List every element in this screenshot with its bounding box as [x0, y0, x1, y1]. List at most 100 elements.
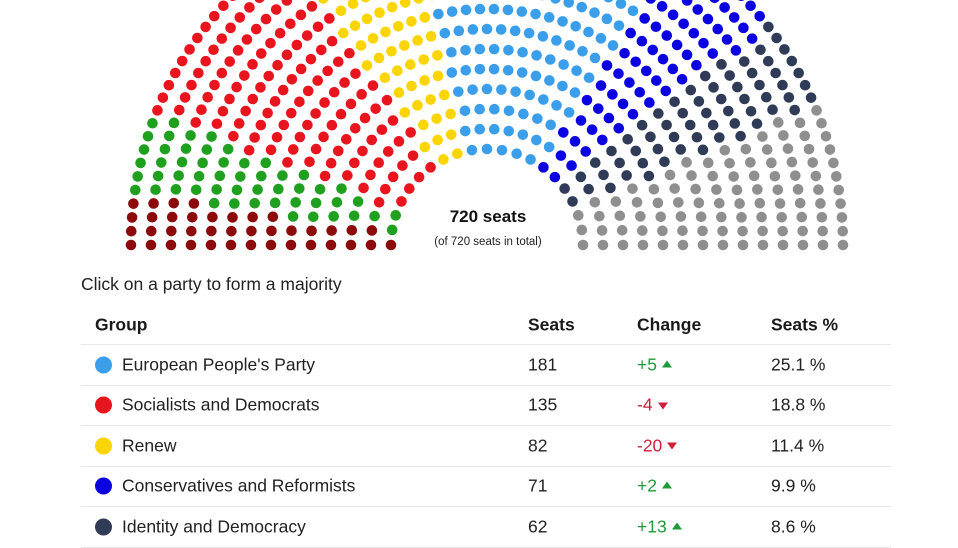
seat-dot [255, 82, 266, 93]
seat-dot [252, 184, 263, 195]
seat-dot [532, 113, 543, 124]
majority-instruction: Click on a party to form a majority [81, 274, 342, 295]
party-change: -20 [637, 435, 677, 456]
seat-dot [147, 212, 158, 223]
seat-dot [563, 0, 574, 8]
seat-dot [346, 99, 357, 110]
seat-dot [496, 24, 507, 35]
seat-dot [685, 120, 696, 131]
seat-dot [368, 80, 379, 91]
seat-dot [128, 198, 139, 209]
seat-dot [712, 24, 723, 35]
triangle-down-icon [658, 402, 668, 409]
seat-dot [738, 23, 749, 34]
seat-dot [344, 48, 355, 59]
seat-dot [724, 158, 735, 169]
seat-dot [320, 171, 331, 182]
seat-dot [139, 144, 150, 155]
seat-dot [657, 1, 668, 12]
seat-dot [763, 22, 774, 33]
seat-dot [583, 184, 594, 195]
seat-dot [517, 6, 528, 17]
seat-dot [735, 131, 746, 142]
seat-dot [779, 44, 790, 55]
seat-dot [770, 171, 781, 182]
seat-dot [682, 0, 693, 6]
seat-dot [696, 212, 707, 223]
seat-dot [360, 0, 371, 3]
seat-dot [339, 77, 350, 88]
seat-dot [732, 82, 743, 93]
seat-dot [380, 184, 391, 195]
seat-dot [336, 109, 347, 120]
party-change-value: +5 [637, 354, 657, 375]
seat-dot [277, 170, 288, 181]
seat-dot [630, 56, 641, 67]
seat-dot [224, 56, 235, 67]
seat-dot [708, 120, 719, 131]
seat-dot [418, 120, 429, 131]
seat-dot [545, 120, 556, 131]
seat-dot [194, 171, 205, 182]
seat-dot [665, 170, 676, 181]
seat-dot [729, 118, 740, 129]
seat-dot [275, 28, 286, 39]
seat-dot [396, 196, 407, 207]
seat-dot [614, 20, 625, 31]
seat-dot [717, 226, 728, 237]
seat-dot [467, 84, 478, 95]
triangle-up-icon [672, 522, 682, 529]
seat-total-subtitle: (of 720 seats in total) [370, 236, 606, 248]
seat-dot [503, 45, 514, 56]
seat-dot [503, 65, 514, 76]
seat-dot [353, 196, 364, 207]
seat-dot [475, 4, 486, 15]
seat-dot [799, 131, 810, 142]
seat-dot [604, 113, 615, 124]
seat-dot [393, 21, 404, 32]
seat-dot [669, 132, 680, 143]
seat-dot [613, 123, 624, 134]
seat-dot [426, 31, 437, 42]
seat-dot [763, 56, 774, 67]
seat-dot [614, 158, 625, 169]
seat-dot [813, 184, 824, 195]
seat-dot [400, 107, 411, 118]
seat-dot [703, 14, 714, 25]
seat-dot [460, 126, 471, 137]
seat-dot [212, 118, 223, 129]
seat-dot [185, 130, 196, 141]
seat-dot [247, 59, 258, 70]
seat-dot [240, 106, 251, 117]
seat-dot [217, 68, 228, 79]
seat-dot [377, 124, 388, 135]
seat-dot [489, 44, 500, 55]
seat-dot [211, 184, 222, 195]
seat-dot [482, 24, 493, 35]
seat-dot [496, 84, 507, 95]
seat-dot [327, 36, 338, 47]
seat-dot [350, 68, 361, 79]
seat-dot [736, 212, 747, 223]
seat-dot [833, 185, 844, 196]
seat-dot [306, 54, 317, 65]
triangle-up-icon [662, 482, 672, 489]
seat-dot [690, 184, 701, 195]
seat-dot [374, 53, 385, 64]
seat-dot [186, 226, 197, 237]
seat-dot [659, 157, 670, 168]
seat-dot [653, 108, 664, 119]
seat-dot [191, 185, 202, 196]
seat-dot [326, 240, 337, 251]
seat-dot [374, 197, 385, 208]
seat-dot [538, 162, 549, 173]
seat-dot [249, 198, 260, 209]
seat-dot [831, 171, 842, 182]
seat-dot [433, 9, 444, 20]
